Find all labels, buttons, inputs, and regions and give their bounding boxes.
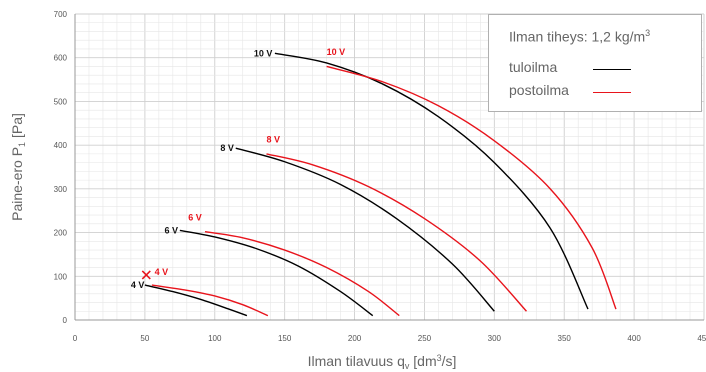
x-tick-label: 200 — [348, 334, 362, 343]
x-tick-label: 400 — [627, 334, 641, 343]
curve-label-postoilma: 10 V — [327, 47, 346, 57]
x-tick-labels: 0 50 100 150 200 250 300 350 400 450 — [73, 334, 706, 343]
curve-label-tuloilma: 4 V — [131, 280, 145, 290]
legend-item-postoilma-line — [593, 92, 631, 93]
y-axis-title: Paine-ero P1 [Pa] — [9, 113, 27, 221]
legend-item-postoilma-label: postoilma — [509, 82, 569, 98]
y-tick-label: 500 — [54, 97, 68, 106]
x-tick-label: 50 — [140, 334, 149, 343]
x-axis-title: Ilman tilavuus qv [dm3/s] — [308, 353, 457, 371]
curve-label-tuloilma: 8 V — [220, 143, 234, 153]
curve-label-postoilma: 6 V — [188, 212, 202, 222]
y-tick-label: 400 — [54, 141, 68, 150]
curve-labels: 4 V 4 V 6 V 6 V 8 V 8 V 10 V 10 V — [131, 47, 345, 290]
y-tick-label: 100 — [54, 272, 68, 281]
legend-item-tuloilma-line — [593, 69, 631, 70]
y-tick-label: 600 — [54, 54, 68, 63]
chart-axes — [74, 14, 704, 321]
x-tick-label: 350 — [558, 334, 572, 343]
legend-title: Ilman tiheys: 1,2 kg/m3 — [509, 28, 651, 45]
x-tick-label: 0 — [73, 334, 78, 343]
curve-label-tuloilma: 6 V — [164, 225, 178, 235]
x-tick-label: 450 — [697, 334, 706, 343]
curve-label-postoilma: 8 V — [266, 134, 280, 144]
x-tick-label: 100 — [208, 334, 222, 343]
y-tick-labels: 0 100 200 300 400 500 600 700 — [54, 10, 68, 325]
y-tick-label: 200 — [54, 229, 68, 238]
point-marker — [141, 270, 151, 280]
y-tick-label: 300 — [54, 185, 68, 194]
series-line-tuloilma-4v — [144, 284, 248, 317]
chart-series — [144, 52, 617, 317]
chart-markers — [141, 270, 151, 280]
series-line-postoilma-10v — [326, 65, 617, 310]
curve-label-tuloilma: 10 V — [254, 48, 273, 58]
series-line-postoilma-4v — [151, 284, 269, 317]
curve-label-postoilma: 4 V — [155, 267, 169, 277]
x-tick-label: 250 — [418, 334, 432, 343]
series-line-postoilma-8v — [266, 153, 527, 312]
series-line-tuloilma-6v — [179, 229, 374, 317]
legend: Ilman tiheys: 1,2 kg/m3 tuloilma postoil… — [488, 14, 702, 112]
x-tick-label: 300 — [488, 334, 502, 343]
y-tick-label: 700 — [54, 10, 68, 19]
series-line-postoilma-6v — [204, 231, 400, 317]
x-tick-label: 150 — [278, 334, 292, 343]
series-line-tuloilma-8v — [235, 147, 495, 312]
y-tick-label: 0 — [63, 316, 68, 325]
series-line-tuloilma-10v — [274, 52, 589, 310]
legend-item-tuloilma-label: tuloilma — [509, 59, 558, 75]
